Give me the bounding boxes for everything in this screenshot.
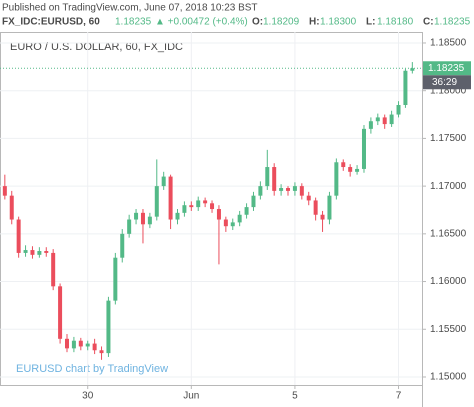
candle-body xyxy=(2,186,7,196)
candle-body xyxy=(23,250,28,253)
candle-body xyxy=(375,117,380,122)
x-tick-label: 7 xyxy=(396,391,402,402)
candle-body xyxy=(320,214,325,220)
candle-body xyxy=(355,168,360,172)
candle-body xyxy=(382,117,387,125)
y-tick-label: 1.16000 xyxy=(430,276,467,287)
candle-body xyxy=(147,216,152,225)
countdown-box xyxy=(423,75,471,90)
candle-body xyxy=(196,200,201,208)
y-tick-label: 1.16500 xyxy=(430,228,467,239)
candle-body xyxy=(92,343,97,351)
candle-body xyxy=(30,250,35,255)
candle-body xyxy=(210,203,215,210)
candle-body xyxy=(251,195,256,208)
candle-body xyxy=(279,188,284,191)
candle-body xyxy=(175,212,180,220)
candle-body xyxy=(396,105,401,115)
y-tick-label: 1.15000 xyxy=(430,372,467,383)
candle-body xyxy=(334,162,339,196)
candle-body xyxy=(237,214,242,223)
candle-body xyxy=(265,167,270,187)
y-tick-label: 1.18500 xyxy=(430,38,467,49)
info-label: H: xyxy=(309,17,320,28)
y-tick-label: 1.17000 xyxy=(430,181,467,192)
candle-body xyxy=(182,205,187,213)
candle-body xyxy=(410,68,415,71)
symbol: FX_IDC:EURUSD, 60 xyxy=(2,17,100,28)
info-value: 1.18300 xyxy=(320,17,357,28)
info-value: 1.18209 xyxy=(263,17,300,28)
info-label: L: xyxy=(366,17,375,28)
info-value: 1.18235 xyxy=(434,17,471,28)
change: ▲ +0.00472 (+0.4%) xyxy=(155,17,248,28)
chart-title: EURO / U.S. DOLLAR, 60, FX_IDC xyxy=(10,41,183,53)
candle-body xyxy=(134,212,139,220)
info: O: 1.18209 H: 1.18300 L: 1.18180 C: 1.18235 xyxy=(252,17,471,28)
candle-body xyxy=(258,186,263,196)
candle-body xyxy=(127,219,132,234)
candle-body xyxy=(85,343,90,347)
candle-body xyxy=(341,162,346,168)
candle-body xyxy=(299,186,304,196)
candle-body xyxy=(161,176,166,187)
candle-body xyxy=(99,350,104,354)
candle-body xyxy=(64,338,69,349)
countdown: 36:29 xyxy=(432,77,457,88)
candle-body xyxy=(389,114,394,125)
price: 1.18235 xyxy=(115,17,152,28)
candle-body xyxy=(37,251,42,255)
last-price-box xyxy=(423,61,471,76)
candle-body xyxy=(154,186,159,217)
candle-body xyxy=(313,200,318,215)
candle-body xyxy=(230,222,235,227)
candle-body xyxy=(368,121,373,129)
candle-body xyxy=(58,286,63,339)
candle-body xyxy=(306,195,311,201)
candle-body xyxy=(203,200,208,204)
candle-body xyxy=(189,205,194,208)
candle-body xyxy=(71,340,76,349)
candle-body xyxy=(113,257,118,301)
candle-body xyxy=(223,219,228,227)
watermark: EURUSD chart by TradingView xyxy=(16,363,168,375)
candle-body xyxy=(286,188,291,191)
y-tick-label: 1.17500 xyxy=(430,133,467,144)
candle-body xyxy=(140,212,145,225)
candle-body xyxy=(348,167,353,172)
last-price-label: 1.18235 xyxy=(428,63,465,74)
candle-body xyxy=(244,207,249,215)
candle-body xyxy=(106,300,111,354)
info-label: C: xyxy=(423,17,434,28)
info-label: O: xyxy=(252,17,263,28)
candle-body xyxy=(9,195,14,220)
candle-body xyxy=(361,128,366,169)
candle-body xyxy=(51,252,56,287)
candle-body xyxy=(44,251,49,253)
candle-body xyxy=(216,209,221,220)
candle-body xyxy=(327,195,332,220)
candle-body xyxy=(168,176,173,220)
candle-body xyxy=(120,233,125,258)
x-tick-label: 30 xyxy=(82,391,94,402)
candle-body xyxy=(16,219,21,253)
candle-body xyxy=(403,70,408,106)
x-tick-label: 5 xyxy=(292,391,298,402)
info-value: 1.18180 xyxy=(377,17,414,28)
candle-body xyxy=(78,340,83,347)
candle-body xyxy=(292,186,297,191)
x-tick-label: Jun xyxy=(183,391,199,402)
y-tick-label: 1.18000 xyxy=(430,85,467,96)
published: Published on TradingView.com, June 07, 2… xyxy=(2,3,258,14)
y-tick-label: 1.15500 xyxy=(430,324,467,335)
candle-body xyxy=(272,167,277,191)
